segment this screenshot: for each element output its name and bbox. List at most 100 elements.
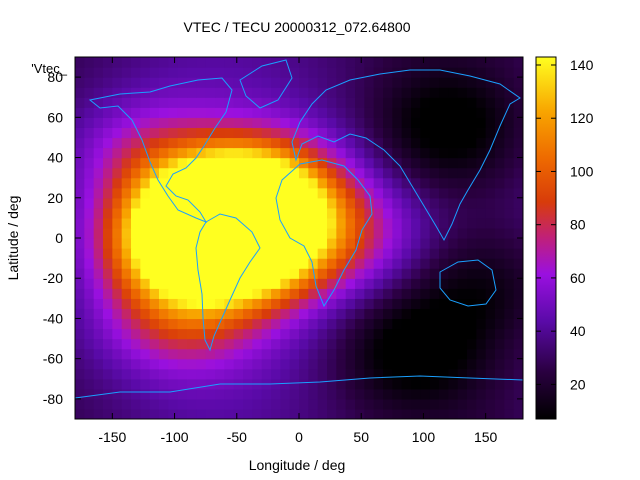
heatmap-cell: [93, 328, 104, 340]
heatmap-cell: [243, 77, 253, 88]
heatmap-cell: [159, 107, 169, 118]
heatmap-cell: [355, 87, 365, 98]
heatmap-cell: [299, 57, 309, 68]
heatmap-cell: [485, 368, 496, 380]
heatmap-cell: [317, 248, 328, 259]
heatmap-cell: [504, 378, 515, 390]
heatmap-cell: [261, 258, 272, 269]
heatmap-cell: [112, 117, 123, 128]
heatmap-cell: [345, 408, 356, 419]
heatmap-cell: [75, 167, 85, 179]
heatmap-cell: [159, 77, 169, 88]
heatmap-cell: [289, 268, 300, 279]
heatmap-cell: [392, 137, 403, 149]
heatmap-cell: [103, 318, 113, 330]
heatmap-cell: [252, 308, 263, 320]
heatmap-cell: [168, 67, 179, 78]
heatmap-cell: [112, 77, 123, 88]
heatmap-cell: [215, 127, 225, 139]
heatmap-cell: [485, 87, 496, 98]
y-tick-label: 20: [47, 190, 63, 206]
heatmap-cell: [420, 388, 431, 400]
heatmap-cell: [485, 338, 496, 350]
heatmap-cell: [476, 77, 487, 88]
heatmap-cell: [429, 398, 440, 410]
heatmap-cell: [299, 238, 309, 249]
heatmap-cell: [299, 217, 309, 229]
heatmap-cell: [383, 258, 393, 269]
heatmap-cell: [84, 268, 95, 279]
heatmap-cell: [308, 127, 319, 139]
heatmap-cell: [383, 137, 393, 149]
heatmap-cell: [336, 278, 347, 289]
heatmap-cell: [93, 67, 104, 78]
heatmap-cell: [429, 378, 440, 390]
heatmap-cell: [112, 358, 123, 370]
heatmap-cell: [140, 328, 151, 340]
heatmap-cell: [383, 197, 393, 209]
heatmap-cell: [308, 338, 319, 350]
heatmap-cell: [327, 348, 337, 360]
heatmap-cell: [75, 278, 85, 289]
heatmap-cell: [429, 127, 440, 139]
heatmap-cell: [224, 368, 235, 380]
heatmap-cell: [140, 57, 151, 68]
heatmap-cell: [513, 408, 523, 419]
heatmap-cell: [364, 67, 375, 78]
heatmap-cell: [439, 298, 449, 309]
heatmap-cell: [84, 217, 95, 229]
heatmap-cell: [131, 298, 141, 309]
heatmap-cell: [327, 107, 337, 118]
heatmap-cell: [177, 238, 188, 249]
heatmap-cell: [420, 368, 431, 380]
heatmap-cell: [140, 368, 151, 380]
heatmap-cell: [429, 318, 440, 330]
heatmap-cell: [439, 288, 449, 299]
heatmap-cell: [168, 318, 179, 330]
heatmap-cell: [121, 378, 132, 390]
heatmap-cell: [205, 328, 216, 340]
heatmap-cell: [485, 97, 496, 108]
heatmap-cell: [93, 278, 104, 289]
heatmap-cell: [345, 87, 356, 98]
heatmap-cell: [261, 338, 272, 350]
heatmap-cell: [457, 147, 468, 159]
heatmap-cell: [457, 227, 468, 239]
heatmap-cell: [280, 117, 291, 128]
heatmap-cell: [448, 167, 459, 179]
heatmap-cell: [168, 258, 179, 269]
heatmap-cell: [327, 408, 337, 419]
heatmap-cell: [168, 137, 179, 149]
heatmap-cell: [336, 348, 347, 360]
heatmap-cell: [299, 318, 309, 330]
heatmap-cell: [243, 248, 253, 259]
heatmap-cell: [196, 388, 207, 400]
heatmap-cell: [233, 288, 244, 299]
heatmap-cell: [243, 217, 253, 229]
heatmap-cell: [383, 238, 393, 249]
heatmap-cell: [373, 408, 384, 419]
heatmap-cell: [364, 338, 375, 350]
heatmap-cell: [364, 107, 375, 118]
heatmap-cell: [224, 107, 235, 118]
heatmap-cell: [476, 207, 487, 219]
heatmap-cell: [513, 57, 523, 68]
heatmap-cell: [485, 268, 496, 279]
heatmap-cell: [495, 308, 505, 320]
heatmap-cell: [457, 67, 468, 78]
heatmap-cell: [196, 328, 207, 340]
heatmap-cell: [476, 187, 487, 199]
heatmap-cell: [261, 398, 272, 410]
heatmap-cell: [327, 238, 337, 249]
heatmap-cell: [364, 388, 375, 400]
coastline-africa: [275, 159, 373, 308]
heatmap-cell: [168, 57, 179, 68]
heatmap-cell: [149, 107, 160, 118]
heatmap-cell: [252, 338, 263, 350]
heatmap-cell: [243, 238, 253, 249]
heatmap-cell: [224, 207, 235, 219]
heatmap-cell: [429, 147, 440, 159]
heatmap-cell: [439, 268, 449, 279]
heatmap-cell: [345, 248, 356, 259]
